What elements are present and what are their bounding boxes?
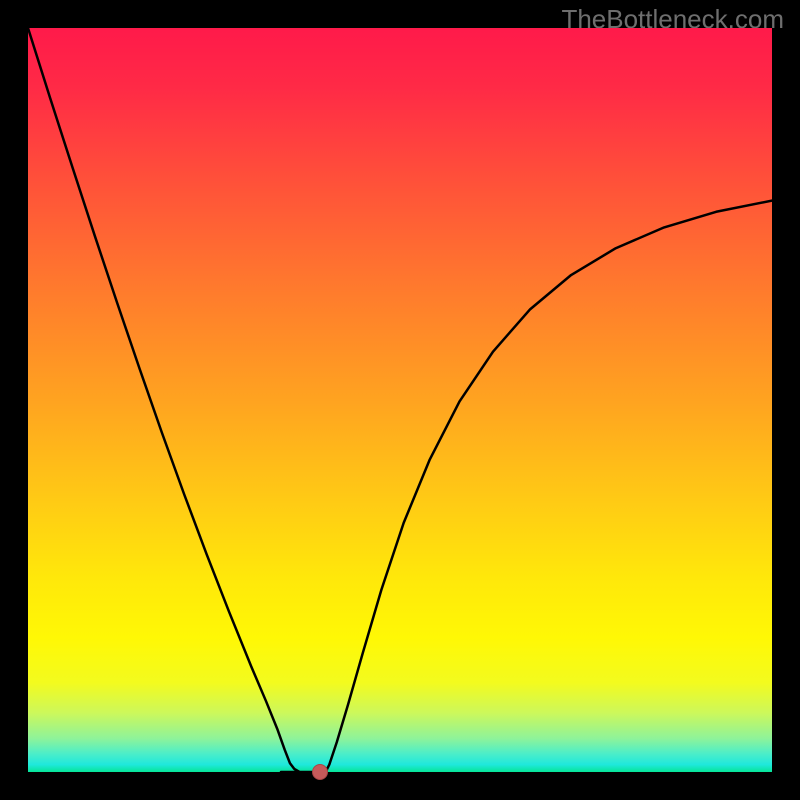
chart-frame: TheBottleneck.com [0,0,800,800]
min-point-marker [312,764,328,780]
plot-area [28,28,772,772]
bottleneck-curve [28,28,772,772]
curve-svg [28,28,772,772]
